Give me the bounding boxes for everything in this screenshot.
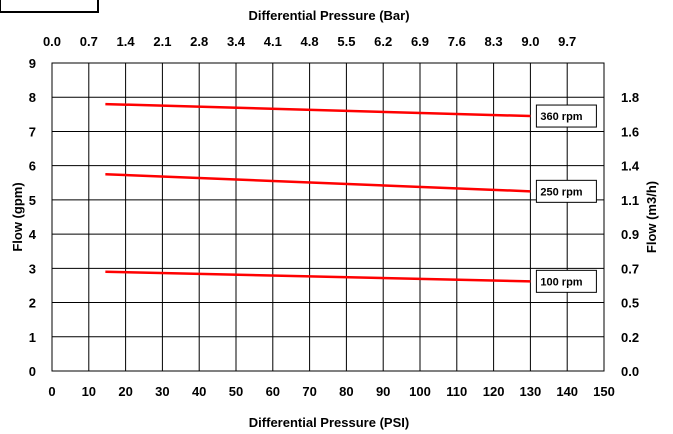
right-axis-title: Flow (m3/h) <box>644 181 659 253</box>
x-axis-title: Differential Pressure (PSI) <box>249 415 409 430</box>
top-tick-label: 6.2 <box>374 34 392 49</box>
top-axis-title: Differential Pressure (Bar) <box>248 8 409 23</box>
x-tick-label: 80 <box>339 384 353 399</box>
x-tick-label: 70 <box>302 384 316 399</box>
series-label: 100 rpm <box>540 276 582 288</box>
top-tick-label: 3.4 <box>227 34 246 49</box>
x-tick-label: 140 <box>556 384 578 399</box>
x-tick-label: 0 <box>48 384 55 399</box>
top-tick-label: 9.7 <box>558 34 576 49</box>
x-tick-label: 90 <box>376 384 390 399</box>
series-line-360-rpm <box>105 102 531 118</box>
top-tick-label: 2.8 <box>190 34 208 49</box>
right-tick-label: 0.5 <box>621 296 639 311</box>
series-label: 360 rpm <box>540 111 582 123</box>
right-tick-label: 0.0 <box>621 364 639 379</box>
y-tick-label: 4 <box>29 227 37 242</box>
top-tick-label: 4.1 <box>264 34 282 49</box>
top-tick-label: 0.7 <box>80 34 98 49</box>
right-tick-label: 1.6 <box>621 124 639 139</box>
right-tick-label: 0.2 <box>621 330 639 345</box>
x-tick-label: 100 <box>409 384 431 399</box>
y-tick-label: 2 <box>29 296 36 311</box>
y-tick-label: 8 <box>29 90 36 105</box>
x-tick-label: 60 <box>266 384 280 399</box>
y-tick-label: 1 <box>29 330 36 345</box>
tick-labels: 0 10 20 30 40 50 60 70 80 90 100 110 120 130 140 1500.0… <box>29 34 640 399</box>
x-tick-label: 30 <box>155 384 169 399</box>
y-tick-label: 5 <box>29 193 36 208</box>
y-tick-label: 9 <box>29 56 36 71</box>
y-tick-label: 6 <box>29 159 36 174</box>
series-label-box <box>535 269 597 293</box>
right-tick-label: 0.7 <box>621 261 639 276</box>
top-tick-label: 9.0 <box>521 34 539 49</box>
series-line-100-rpm <box>105 270 531 283</box>
x-tick-label: 150 <box>593 384 615 399</box>
series-label-box <box>535 179 597 203</box>
x-tick-label: 110 <box>446 384 467 399</box>
x-tick-label: 10 <box>82 384 96 399</box>
y-tick-label: 7 <box>29 124 36 139</box>
series-layer: 360 rpm 250 rpm 100 rpm <box>105 102 597 293</box>
top-tick-label: 6.9 <box>411 34 429 49</box>
right-tick-label: 1.1 <box>621 193 639 208</box>
top-tick-label: 8.3 <box>485 34 503 49</box>
x-tick-label: 20 <box>118 384 132 399</box>
top-tick-label: 0.0 <box>43 34 61 49</box>
right-tick-label: 0.9 <box>621 227 639 242</box>
right-tick-label: 1.4 <box>621 159 640 174</box>
plot-frame <box>51 62 605 372</box>
y-tick-label: 0 <box>29 364 36 379</box>
series-line-250-rpm <box>105 172 531 193</box>
top-tick-label: 5.5 <box>337 34 355 49</box>
corner-box <box>0 0 99 13</box>
series-label-box <box>535 104 597 128</box>
x-tick-label: 50 <box>229 384 243 399</box>
y-axis-title: Flow (gpm) <box>10 182 25 251</box>
y-tick-label: 3 <box>29 261 36 276</box>
top-tick-label: 1.4 <box>117 34 136 49</box>
right-tick-label: 1.8 <box>621 90 639 105</box>
top-tick-label: 7.6 <box>448 34 466 49</box>
top-tick-label: 2.1 <box>153 34 171 49</box>
x-tick-label: 120 <box>483 384 505 399</box>
series-label: 250 rpm <box>540 186 582 198</box>
x-tick-label: 130 <box>520 384 542 399</box>
top-tick-label: 4.8 <box>301 34 319 49</box>
x-tick-label: 40 <box>192 384 206 399</box>
